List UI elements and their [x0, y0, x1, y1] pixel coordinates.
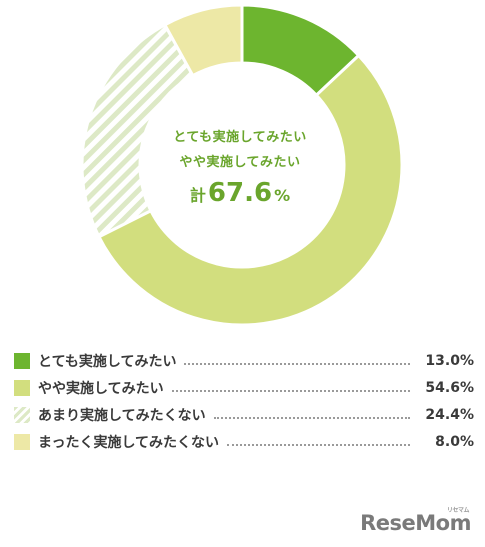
logo-small-text: リセマム [446, 507, 470, 514]
legend-swatch [14, 406, 30, 423]
center-label-line-1: とても実施してみたい [173, 130, 307, 145]
legend-label: やや実施してみたい [38, 380, 164, 397]
donut-chart-svg [80, 3, 404, 327]
legend-value: 54.6% [425, 379, 474, 396]
center-total-unit: % [274, 186, 291, 205]
legend-label: あまり実施してみたくない [38, 407, 206, 424]
legend-swatch [14, 379, 30, 396]
legend: とても実施してみたい 13.0% やや実施してみたい 54.6% あまり実施して… [14, 347, 474, 455]
legend-leader [227, 443, 410, 446]
legend-value: 24.4% [425, 406, 474, 423]
legend-leader [184, 362, 410, 365]
legend-item-4: まったく実施してみたくない 8.0% [14, 428, 474, 455]
center-label-line-2: やや実施してみたい [179, 155, 301, 170]
legend-swatch [14, 352, 30, 369]
legend-value: 8.0% [435, 433, 474, 450]
logo-text: ReseMom [360, 511, 471, 535]
center-total: 計67.6% [140, 178, 340, 208]
donut-slice-3 [80, 22, 195, 239]
legend-swatch [14, 433, 30, 450]
legend-label: とても実施してみたい [38, 353, 177, 370]
donut-slice-4 [162, 3, 244, 78]
legend-leader [213, 416, 410, 419]
legend-value: 13.0% [425, 352, 474, 369]
donut-chart: とても実施してみたい やや実施してみたい 計67.6% [80, 3, 404, 327]
center-total-value: 67.6 [207, 178, 273, 208]
legend-item-3: あまり実施してみたくない 24.4% [14, 401, 474, 428]
resemom-logo: ReseMom リセマム [360, 507, 471, 535]
donut-slice-2 [96, 53, 404, 327]
center-total-prefix: 計 [189, 186, 206, 205]
legend-leader [171, 389, 410, 392]
legend-item-2: やや実施してみたい 54.6% [14, 374, 474, 401]
legend-label: まったく実施してみたくない [38, 434, 220, 451]
legend-item-1: とても実施してみたい 13.0% [14, 347, 474, 374]
